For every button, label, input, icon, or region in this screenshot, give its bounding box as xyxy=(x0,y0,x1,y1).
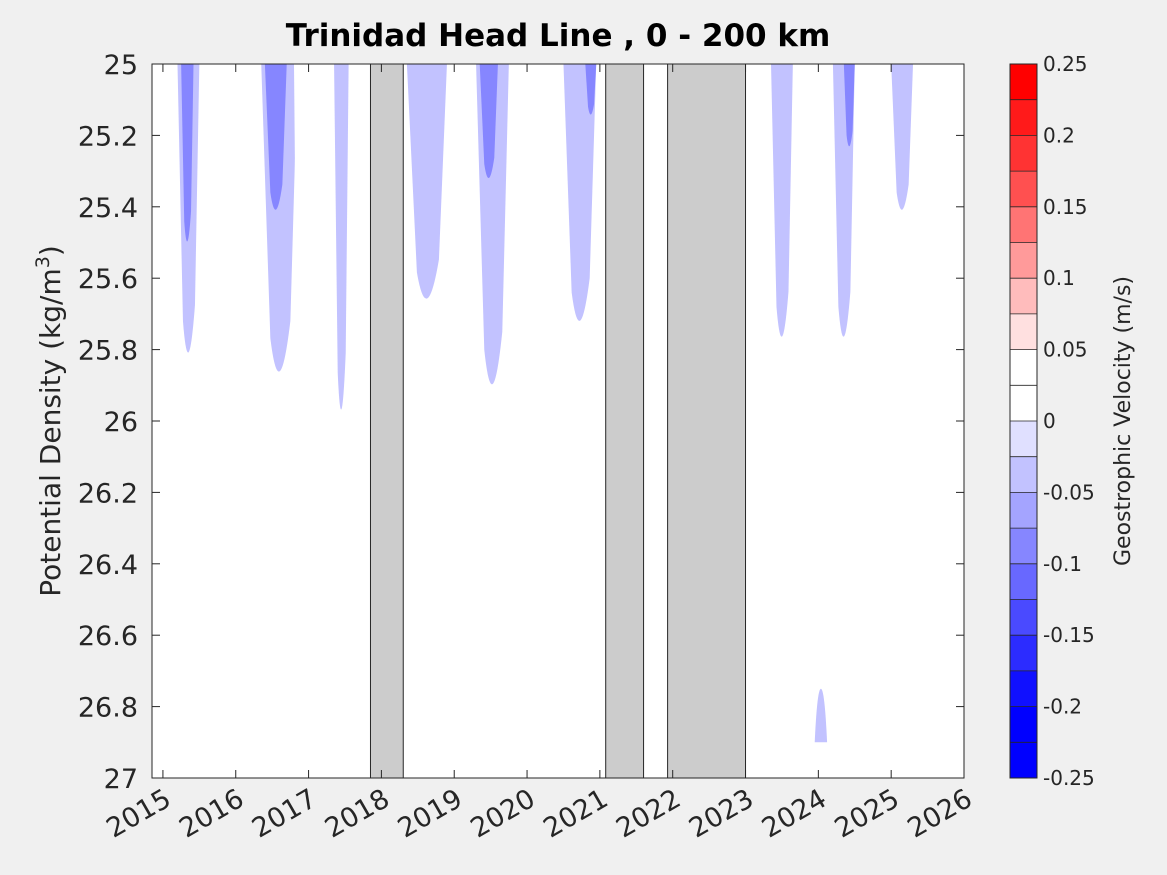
x-tick-label: 2018 xyxy=(320,783,395,844)
velocity-feature-1 xyxy=(181,64,194,242)
y-tick-label: 25.2 xyxy=(78,121,138,152)
no-data-period-0 xyxy=(369,63,404,779)
no-data-period-2 xyxy=(667,63,747,779)
colorbar-tick-label: 0.15 xyxy=(1043,195,1088,219)
colorbar-swatch xyxy=(1010,135,1037,172)
y-tick-label: 25.8 xyxy=(78,336,138,367)
colorbar-swatch xyxy=(1010,670,1037,708)
colorbar-swatch xyxy=(1010,599,1037,636)
velocity-feature-16 xyxy=(545,385,557,618)
velocity-feature-17 xyxy=(257,670,273,778)
velocity-feature-19 xyxy=(774,724,786,778)
velocity-feature-9 xyxy=(585,64,597,115)
y-axis: 25 25.2 25.4 25.6 25.8 26 26.2 26.4 26.6 26.8 27 xyxy=(78,50,964,795)
colorbar-swatch xyxy=(1010,706,1037,743)
velocity-feature-4 xyxy=(334,64,349,410)
x-tick-label: 2020 xyxy=(466,783,541,844)
x-tick-label: 2017 xyxy=(247,783,322,844)
colorbar-swatch xyxy=(1010,206,1037,243)
x-tick-label: 2021 xyxy=(538,783,613,844)
colorbar-swatch xyxy=(1010,742,1037,779)
x-tick-label: 2026 xyxy=(902,783,977,844)
velocity-feature-10 xyxy=(771,64,793,337)
x-tick-label: 2025 xyxy=(830,783,905,844)
colorbar-tick-label: -0.15 xyxy=(1043,623,1095,647)
velocity-feature-7 xyxy=(479,64,498,179)
velocity-feature-21 xyxy=(843,706,852,743)
velocity-feature-20 xyxy=(814,688,828,743)
colorbar-swatch xyxy=(1010,421,1037,458)
colorbar-frame xyxy=(1009,63,1038,779)
plot-area: 2015201620172018201920202021202220232024… xyxy=(78,50,978,844)
y-tick-label: 25.4 xyxy=(78,193,138,224)
x-tick-label: 2023 xyxy=(684,783,759,844)
colorbar-tick-label: 0.25 xyxy=(1043,52,1088,76)
chart-title: Trinidad Head Line , 0 - 200 km xyxy=(286,18,831,54)
velocity-feature-14 xyxy=(811,64,822,299)
colorbar-swatch xyxy=(1010,64,1037,101)
colorbar-swatch xyxy=(1010,456,1037,493)
colorbar-swatch xyxy=(1010,635,1037,672)
y-tick-label: 27 xyxy=(104,764,138,795)
velocity-feature-5 xyxy=(406,64,447,299)
velocity-feature-13 xyxy=(891,64,914,210)
colorbar-label: Geostrophic Velocity (m/s) xyxy=(1111,276,1136,566)
colorbar-tick-label: 0 xyxy=(1043,409,1056,433)
colorbar-tick-label: 0.2 xyxy=(1043,123,1075,147)
colorbar-swatch xyxy=(1010,313,1037,351)
velocity-feature-18 xyxy=(436,624,446,743)
colorbar-swatch xyxy=(1010,171,1037,208)
x-tick-label: 2024 xyxy=(757,783,832,844)
no-data-periods xyxy=(369,63,747,779)
colorbar-swatch xyxy=(1010,349,1037,386)
y-tick-label: 26.2 xyxy=(78,478,138,509)
x-tick-label: 2019 xyxy=(393,783,468,844)
velocity-feature-3 xyxy=(264,64,287,210)
velocity-feature-12 xyxy=(843,64,855,147)
no-data-period-1 xyxy=(605,63,645,779)
colorbar-swatch xyxy=(1010,528,1037,565)
colorbar-tick-label: -0.2 xyxy=(1043,695,1082,719)
colorbar-swatch xyxy=(1010,563,1037,600)
x-tick-label: 2016 xyxy=(174,783,249,844)
x-tick-label: 2022 xyxy=(611,783,686,844)
colorbar-swatch xyxy=(1010,99,1037,136)
colorbar-swatch xyxy=(1010,242,1037,279)
y-tick-label: 25.6 xyxy=(78,264,138,295)
y-tick-label: 26.8 xyxy=(78,693,138,724)
velocity-field xyxy=(177,64,914,778)
colorbar-tick-label: -0.1 xyxy=(1043,552,1082,576)
colorbar-swatch xyxy=(1010,492,1037,529)
colorbar-tick-label: -0.25 xyxy=(1043,766,1095,790)
y-axis-label: Potential Density (kg/m3) xyxy=(32,245,67,597)
colorbar-tick-label: 0.05 xyxy=(1043,338,1088,362)
y-tick-label: 25 xyxy=(104,50,138,81)
y-tick-label: 26.4 xyxy=(78,550,138,581)
colorbar-swatch xyxy=(1010,385,1037,422)
colorbar: 0.25 0.2 0.15 0.1 0.05 0 -0.05 -0.1 -0.15 -0.2 -0.… xyxy=(1009,52,1095,790)
velocity-feature-15 xyxy=(294,64,302,290)
velocity-feature-8 xyxy=(563,64,597,321)
y-tick-label: 26.6 xyxy=(78,621,138,652)
colorbar-swatch xyxy=(1010,278,1037,315)
colorbar-tick-label: 0.1 xyxy=(1043,266,1075,290)
y-tick-label: 26 xyxy=(104,407,138,438)
colorbar-tick-label: -0.05 xyxy=(1043,480,1095,504)
